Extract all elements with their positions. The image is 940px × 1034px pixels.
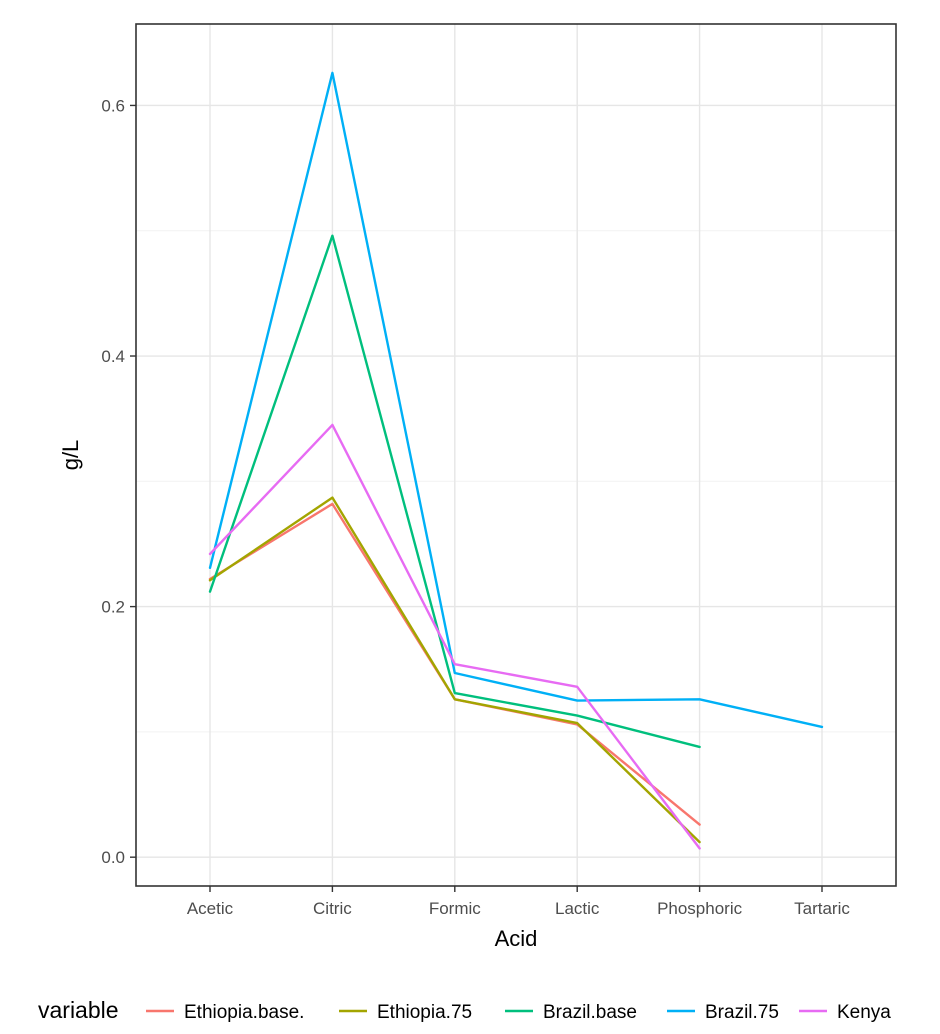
plot-panel-border [135,23,897,887]
y-tick-label: 0.2 [101,598,125,617]
legend-label: Ethiopia.75 [377,1002,472,1023]
series-line [208,234,701,749]
legend-label: Brazil.base [543,1002,637,1023]
x-tick-label: Formic [429,899,481,918]
minor-gridlines [136,230,896,733]
major-gridlines [136,24,896,886]
x-tick-label: Lactic [555,899,600,918]
series-line [208,423,701,850]
y-tick-label: 0.0 [101,848,125,867]
series-lines [208,71,824,850]
x-axis-title: Acid [495,926,538,951]
legend-label: Ethiopia.base. [184,1002,304,1023]
x-tick-label: Acetic [187,899,234,918]
legend-items: Ethiopia.base. Ethiopia.75 Brazil.base Braz… [146,1002,891,1023]
legend: variable Ethiopia.base. Ethiopia.75 Brazil… [38,997,891,1023]
series-line [208,71,824,729]
x-tick-label: Tartaric [794,899,850,918]
x-tick-label: Citric [313,899,352,918]
y-tick-label: 0.4 [101,347,125,366]
legend-label: Brazil.75 [705,1002,779,1023]
series-line [208,496,701,844]
legend-label: Kenya [837,1002,891,1023]
legend-title: variable [38,997,119,1023]
y-axis-title: g/L [58,440,83,471]
x-axis-ticks: Acetic Citric Formic Lactic Phosphoric Tartar… [187,886,850,918]
x-tick-label: Phosphoric [657,899,743,918]
y-tick-label: 0.6 [101,96,125,115]
y-axis-ticks: 0.0 0.2 0.4 0.6 [101,96,136,867]
